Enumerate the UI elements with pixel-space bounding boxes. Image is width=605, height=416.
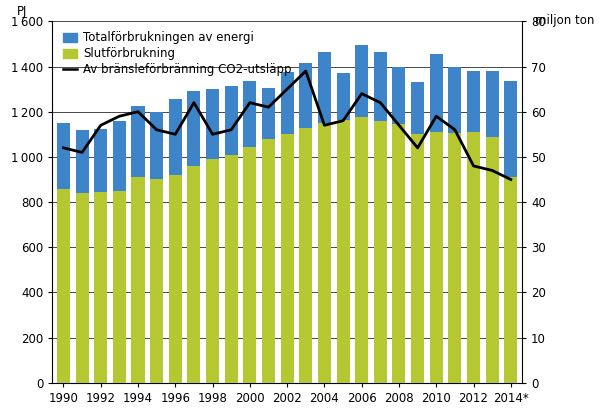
Y-axis label: PJ: PJ	[16, 5, 27, 18]
Bar	[57, 188, 70, 383]
Bar	[486, 136, 499, 383]
Bar	[57, 123, 70, 383]
Bar	[318, 52, 331, 383]
Bar	[430, 54, 443, 383]
Bar	[281, 134, 293, 383]
Bar	[393, 124, 405, 383]
Bar	[393, 67, 405, 383]
Bar	[76, 130, 88, 383]
Bar	[299, 128, 312, 383]
Bar	[336, 73, 350, 383]
Bar	[113, 121, 126, 383]
Bar	[169, 175, 182, 383]
Bar	[224, 155, 238, 383]
Bar	[76, 193, 88, 383]
Bar	[188, 92, 200, 383]
Bar	[374, 52, 387, 383]
Bar	[430, 132, 443, 383]
Bar	[281, 72, 293, 383]
Bar	[243, 147, 257, 383]
Bar	[448, 67, 462, 383]
Bar	[299, 63, 312, 383]
Bar	[411, 82, 424, 383]
Legend: Totalförbrukningen av energi, Slutförbrukning, Av bränsleförbränning CO2-utsläpp: Totalförbrukningen av energi, Slutförbru…	[60, 29, 294, 79]
Bar	[262, 139, 275, 383]
Bar	[224, 86, 238, 383]
Bar	[336, 120, 350, 383]
Y-axis label: miljon ton: miljon ton	[535, 14, 594, 27]
Bar	[150, 112, 163, 383]
Bar	[355, 117, 368, 383]
Bar	[113, 191, 126, 383]
Bar	[243, 81, 257, 383]
Bar	[206, 159, 219, 383]
Bar	[505, 81, 517, 383]
Bar	[448, 133, 462, 383]
Bar	[467, 132, 480, 383]
Bar	[355, 45, 368, 383]
Bar	[318, 123, 331, 383]
Bar	[131, 106, 145, 383]
Bar	[94, 192, 107, 383]
Bar	[467, 71, 480, 383]
Bar	[411, 134, 424, 383]
Bar	[150, 179, 163, 383]
Bar	[206, 89, 219, 383]
Bar	[505, 177, 517, 383]
Bar	[188, 166, 200, 383]
Bar	[374, 121, 387, 383]
Bar	[94, 129, 107, 383]
Bar	[486, 71, 499, 383]
Bar	[262, 88, 275, 383]
Bar	[131, 177, 145, 383]
Bar	[169, 99, 182, 383]
